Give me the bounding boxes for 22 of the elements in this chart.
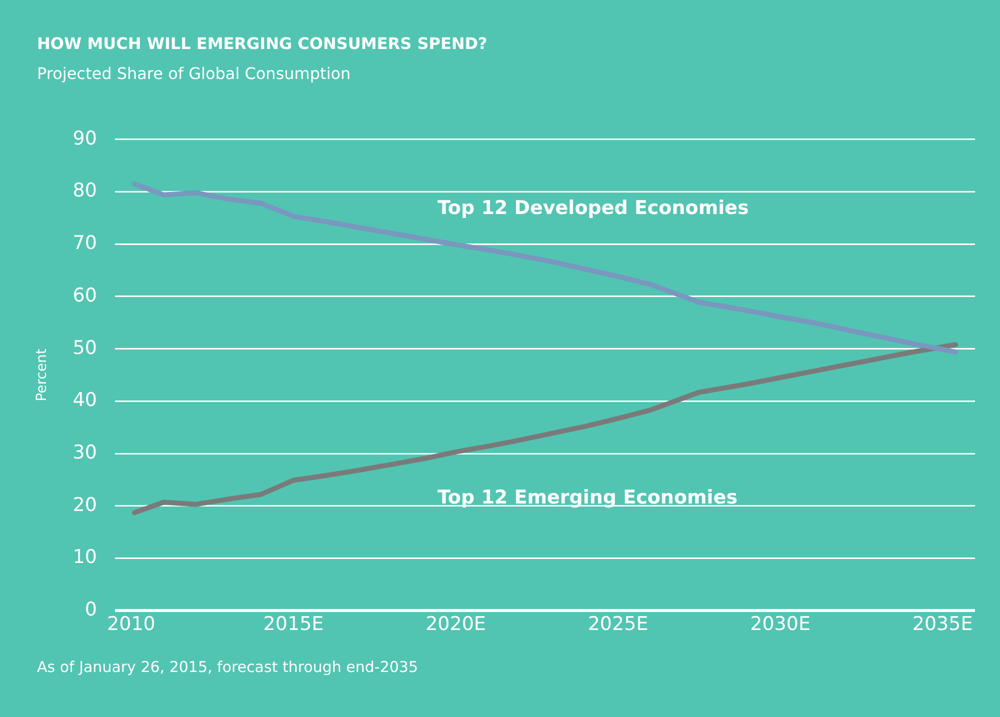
- y-tick-label: 20: [72, 494, 97, 516]
- x-tick-label: 2035E: [912, 612, 973, 635]
- x-tick-label: 2020E: [426, 612, 486, 635]
- y-tick-label: 60: [72, 284, 97, 306]
- x-tick-label: 2025E: [588, 612, 648, 635]
- y-tick-label: 40: [72, 389, 97, 412]
- y-axis-title: Percent: [34, 348, 50, 402]
- y-tick-label: 0: [84, 598, 97, 621]
- text: As of January 26, 2015, forecast through end-2035: [37, 658, 418, 676]
- x-tick-label: 2015E: [263, 612, 324, 635]
- y-tick-label: 90: [72, 127, 97, 150]
- y-tick-label: 10: [72, 546, 97, 568]
- chart-title: HOW MUCH WILL EMERGING CONSUMERS SPEND?: [37, 34, 488, 53]
- y-tick-label: 30: [72, 441, 97, 464]
- x-tick-label: 2030E: [750, 612, 810, 635]
- x-tick-label: 2010: [107, 612, 156, 635]
- series-label: Top 12 Developed Economies: [437, 196, 749, 219]
- chart-subtitle: Projected Share of Global Consumption: [37, 64, 351, 83]
- y-tick-label: 70: [72, 232, 97, 254]
- y-tick-label: 80: [72, 180, 97, 202]
- series-label: Top 12 Emerging Economies: [437, 486, 738, 509]
- y-tick-label: 50: [72, 336, 97, 359]
